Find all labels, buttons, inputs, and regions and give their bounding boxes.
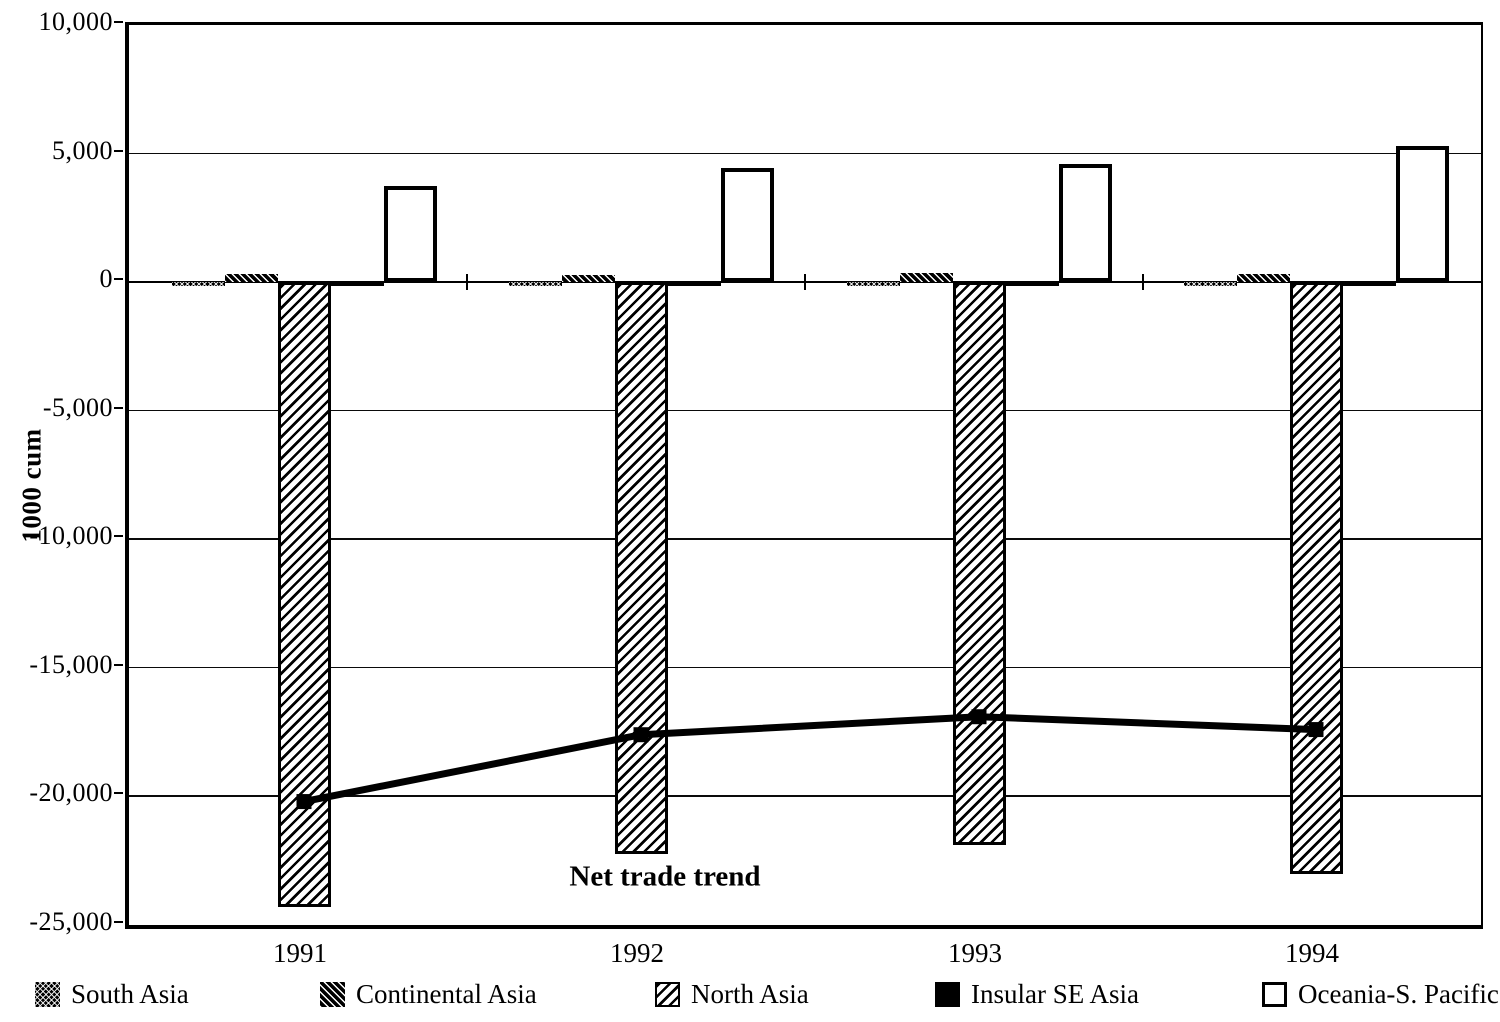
category-tick-mark — [466, 274, 468, 291]
bar-continental-asia-1993 — [899, 273, 953, 283]
legend-item-continental-asia: Continental Asia — [320, 978, 537, 1010]
bar-south-asia-1994 — [1183, 282, 1237, 286]
y-tick-label: -15,000 — [29, 649, 113, 679]
plot-area: Net trade trend — [125, 22, 1483, 929]
x-axis-label-1994: 1994 — [1285, 938, 1339, 968]
legend-swatch-north-asia — [655, 981, 680, 1007]
legend-item-insular-se-asia: Insular SE Asia — [935, 978, 1139, 1010]
bar-insular-se-asia-1992 — [667, 282, 721, 286]
trend-line-marker — [633, 727, 649, 743]
legend-swatch-south-asia — [35, 981, 60, 1007]
legend-item-north-asia: North Asia — [655, 978, 809, 1010]
bar-continental-asia-1992 — [561, 274, 615, 283]
bar-continental-asia-1994 — [1236, 274, 1290, 283]
trend-line-marker — [296, 794, 312, 810]
legend-swatch-insular-se-asia — [935, 981, 960, 1007]
y-tick-mark — [114, 535, 123, 538]
y-tick-label: -20,000 — [29, 778, 113, 808]
y-tick-mark — [114, 792, 123, 795]
bar-insular-se-asia-1993 — [1005, 282, 1059, 286]
legend-swatch-oceania-s-pacific — [1262, 981, 1287, 1007]
gridline-20-000 — [129, 795, 1481, 797]
net-trade-trend-line — [296, 709, 1324, 810]
legend-label: North Asia — [691, 978, 809, 1009]
y-tick-label: 0 — [99, 264, 113, 294]
y-tick-label: 5,000 — [52, 135, 113, 165]
bar-insular-se-asia-1991 — [330, 282, 384, 286]
legend-label: Continental Asia — [356, 978, 537, 1009]
x-axis-label-1993: 1993 — [948, 938, 1002, 968]
bar-oceania-s-pacific-1993 — [1058, 163, 1112, 283]
trend-annotation-label: Net trade trend — [569, 860, 761, 893]
bar-north-asia-1992 — [614, 282, 668, 855]
trend-line-path — [303, 713, 1317, 806]
x-axis-label-1991: 1991 — [273, 938, 327, 968]
category-tick-mark — [1142, 274, 1144, 291]
y-tick-label: -5,000 — [42, 392, 113, 422]
bar-north-asia-1994 — [1289, 282, 1343, 874]
y-tick-mark — [114, 278, 123, 281]
y-tick-mark — [114, 149, 123, 152]
legend-label: Oceania-S. Pacific — [1298, 978, 1499, 1009]
bar-south-asia-1993 — [846, 282, 900, 286]
bar-insular-se-asia-1994 — [1342, 282, 1396, 286]
x-axis-label-1992: 1992 — [610, 938, 664, 968]
bar-north-asia-1991 — [277, 282, 331, 907]
trend-line-marker — [971, 709, 987, 725]
bar-oceania-s-pacific-1994 — [1395, 145, 1449, 283]
gridline-5-000 — [129, 152, 1481, 155]
legend-swatch-continental-asia — [320, 981, 345, 1007]
legend-item-oceania-s-pacific: Oceania-S. Pacific — [1262, 978, 1499, 1010]
gridline-5-000 — [129, 409, 1481, 412]
legend-label: South Asia — [71, 978, 189, 1009]
y-tick-label: -25,000 — [29, 907, 113, 936]
y-tick-label: -10,000 — [29, 521, 113, 551]
y-tick-mark — [114, 921, 123, 923]
bar-south-asia-1991 — [171, 282, 225, 286]
legend-label: Insular SE Asia — [971, 978, 1139, 1009]
gridline-15-000 — [129, 666, 1481, 669]
y-tick-mark — [114, 663, 123, 666]
bar-south-asia-1992 — [508, 282, 562, 286]
bar-north-asia-1993 — [952, 282, 1006, 846]
y-tick-mark — [114, 406, 123, 409]
bar-oceania-s-pacific-1992 — [720, 167, 774, 283]
chart-legend: South Asia Continental Asia North Asia Insu… — [0, 978, 1500, 1018]
legend-item-south-asia: South Asia — [35, 978, 189, 1010]
y-tick-mark — [114, 21, 123, 23]
y-tick-label: 10,000 — [38, 7, 113, 36]
bar-continental-asia-1991 — [224, 274, 278, 283]
trend-line-marker — [1308, 722, 1324, 738]
category-tick-mark — [804, 274, 806, 291]
bar-oceania-s-pacific-1991 — [383, 185, 437, 283]
gridline-10-000 — [129, 538, 1481, 540]
